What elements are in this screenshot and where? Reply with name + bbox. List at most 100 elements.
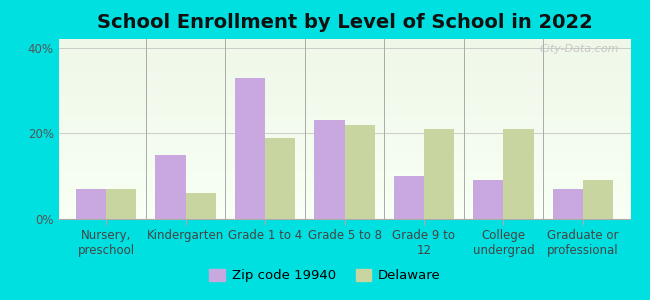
Bar xyxy=(58,160,630,161)
Bar xyxy=(58,43,630,44)
Bar xyxy=(58,142,630,143)
Bar xyxy=(58,127,630,129)
Bar xyxy=(58,174,630,176)
Bar xyxy=(58,208,630,210)
Bar xyxy=(58,89,630,91)
Bar xyxy=(58,192,630,194)
Bar xyxy=(58,129,630,131)
Bar xyxy=(186,193,216,219)
Bar xyxy=(58,134,630,136)
Bar xyxy=(58,214,630,215)
Bar xyxy=(58,64,630,66)
Bar xyxy=(58,52,630,53)
Bar xyxy=(58,169,630,170)
Bar xyxy=(58,149,630,151)
Bar xyxy=(58,197,630,199)
Bar xyxy=(58,152,630,154)
Bar xyxy=(58,86,630,88)
Bar xyxy=(58,97,630,98)
Bar xyxy=(58,55,630,57)
Bar xyxy=(58,109,630,111)
Bar xyxy=(58,39,630,41)
Bar xyxy=(265,138,295,219)
Bar xyxy=(58,136,630,138)
Bar xyxy=(58,115,630,116)
Bar xyxy=(58,210,630,212)
Bar xyxy=(58,196,630,197)
Bar xyxy=(58,140,630,142)
Bar xyxy=(58,113,630,115)
Bar xyxy=(155,155,186,219)
Bar xyxy=(583,180,613,219)
Bar xyxy=(58,212,630,214)
Bar xyxy=(58,57,630,59)
Bar xyxy=(58,44,630,46)
Bar xyxy=(473,180,503,219)
Bar xyxy=(58,163,630,165)
Bar xyxy=(503,129,534,219)
Bar xyxy=(58,145,630,147)
Legend: Zip code 19940, Delaware: Zip code 19940, Delaware xyxy=(204,263,446,287)
Bar xyxy=(58,91,630,93)
Bar xyxy=(58,82,630,84)
Bar xyxy=(58,176,630,178)
Bar xyxy=(58,71,630,73)
Bar xyxy=(58,172,630,174)
Bar xyxy=(58,46,630,48)
Bar xyxy=(58,147,630,149)
Bar xyxy=(58,62,630,64)
Bar xyxy=(58,217,630,219)
Bar xyxy=(58,79,630,80)
Bar xyxy=(58,102,630,104)
Bar xyxy=(58,98,630,100)
Bar xyxy=(58,154,630,156)
Bar xyxy=(58,158,630,160)
Bar xyxy=(58,206,630,208)
Bar xyxy=(58,215,630,217)
Bar xyxy=(58,124,630,125)
Bar xyxy=(58,122,630,124)
Bar xyxy=(58,66,630,68)
Bar xyxy=(58,188,630,190)
Title: School Enrollment by Level of School in 2022: School Enrollment by Level of School in … xyxy=(97,13,592,32)
Bar xyxy=(58,205,630,206)
Bar xyxy=(58,185,630,187)
Bar xyxy=(58,70,630,71)
Bar xyxy=(58,170,630,172)
Bar xyxy=(58,156,630,158)
Bar xyxy=(58,41,630,43)
Bar xyxy=(58,53,630,55)
Bar xyxy=(58,118,630,120)
Bar xyxy=(58,199,630,201)
Bar xyxy=(58,201,630,203)
Bar xyxy=(58,116,630,118)
Bar xyxy=(58,111,630,113)
Bar xyxy=(58,50,630,52)
Bar xyxy=(58,80,630,82)
Bar xyxy=(58,84,630,86)
Bar xyxy=(58,75,630,77)
Bar xyxy=(58,203,630,205)
Bar xyxy=(58,181,630,183)
Bar xyxy=(58,194,630,196)
Bar xyxy=(58,179,630,181)
Bar xyxy=(344,125,374,219)
Bar xyxy=(58,190,630,192)
Bar xyxy=(235,78,265,219)
Bar xyxy=(58,104,630,106)
Bar xyxy=(106,189,136,219)
Bar xyxy=(58,138,630,140)
Bar xyxy=(58,167,630,169)
Bar xyxy=(58,100,630,102)
Text: City-Data.com: City-Data.com xyxy=(540,44,619,54)
Bar xyxy=(58,106,630,107)
Bar xyxy=(58,68,630,70)
Bar xyxy=(58,187,630,188)
Bar xyxy=(58,73,630,75)
Bar xyxy=(58,151,630,152)
Bar xyxy=(58,143,630,145)
Bar xyxy=(424,129,454,219)
Bar xyxy=(58,48,630,50)
Bar xyxy=(58,107,630,109)
Bar xyxy=(58,161,630,163)
